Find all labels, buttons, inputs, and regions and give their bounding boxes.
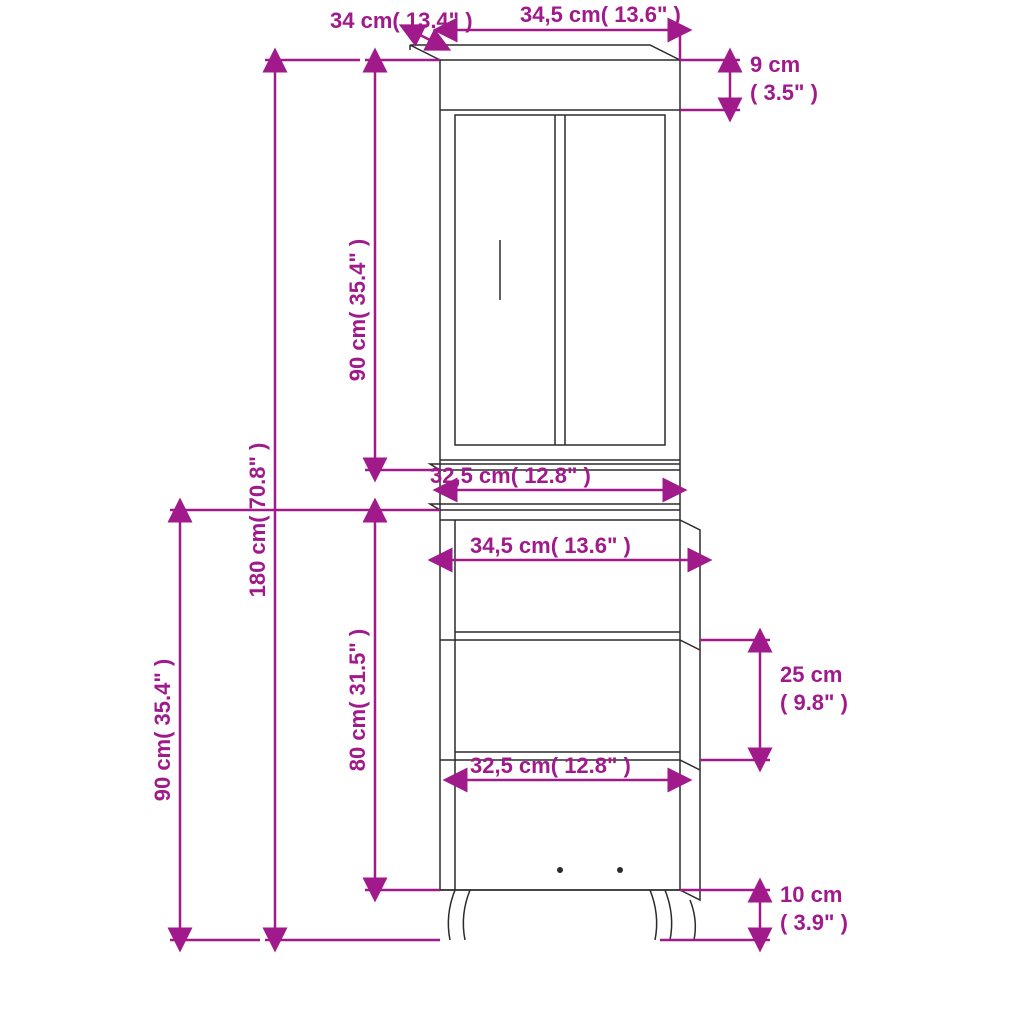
dim-header-h-l1: 9 cm: [750, 52, 800, 77]
dim-upper-h-label: 90 cm( 35.4" ): [345, 239, 370, 382]
dim-header-h-l2: ( 3.5" ): [750, 80, 818, 105]
dimension-diagram: 34 cm( 13.4" ) 34,5 cm( 13.6" ) 9 cm ( 3…: [0, 0, 1024, 1024]
dim-shelf-inner-w-label: 32,5 cm( 12.8" ): [470, 753, 631, 778]
dim-leg-h-l1: 10 cm: [780, 882, 842, 907]
dim-top-width-label: 34,5 cm( 13.6" ): [520, 2, 681, 27]
dim-mid-inner-w-label: 32,5 cm( 12.8" ): [430, 463, 591, 488]
dimensions: 34 cm( 13.4" ) 34,5 cm( 13.6" ) 9 cm ( 3…: [150, 2, 848, 940]
dim-leg-h-l2: ( 3.9" ): [780, 910, 848, 935]
dim-shelf-gap-l2: ( 9.8" ): [780, 690, 848, 715]
cabinet-linework: [410, 45, 700, 940]
dim-shelf-gap-l1: 25 cm: [780, 662, 842, 687]
dim-lower-body-h-label: 80 cm( 31.5" ): [345, 629, 370, 772]
dim-total-h-label: 180 cm( 70.8" ): [245, 443, 270, 598]
dim-mid-outer-w-label: 34,5 cm( 13.6" ): [470, 533, 631, 558]
dim-lower-leg-h-label: 90 cm( 35.4" ): [150, 659, 175, 802]
